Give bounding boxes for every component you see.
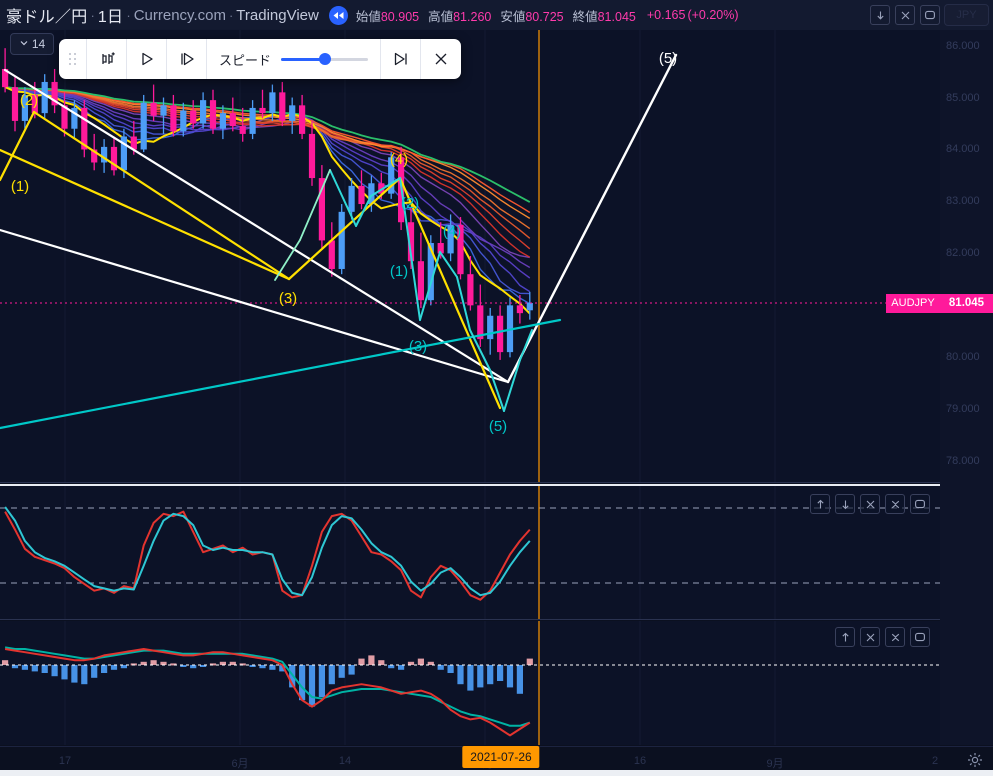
drag-grip-icon[interactable] (59, 39, 87, 79)
interval-label[interactable]: 1日 (97, 9, 124, 26)
price-axis[interactable]: 86.000 85.000 84.000 83.000 82.000 80.000 79.0… (940, 30, 993, 745)
close-button[interactable] (895, 5, 915, 25)
change-absolute: +0.165 (646, 8, 686, 22)
price-tick: 83.000 (946, 195, 980, 208)
change-percent: (+0.20%) (687, 8, 739, 22)
move-up-button[interactable] (835, 627, 855, 647)
chart-header: 豪ドル／円 · 1日 · Currency.com · TradingView … (0, 0, 993, 30)
wave-label: (4) (390, 151, 408, 168)
price-tick: 80.000 (946, 351, 980, 364)
collapse-pane-button[interactable] (885, 494, 905, 514)
bottom-strip (0, 770, 993, 776)
wave-label: (3) (279, 290, 297, 307)
move-up-button[interactable] (810, 494, 830, 514)
currency-box[interactable]: JPY (944, 4, 989, 26)
wave-label: (1) (390, 263, 408, 280)
price-tick: 84.000 (946, 143, 980, 156)
time-tick: 6月 (231, 758, 249, 770)
wave-label: (2) (20, 92, 38, 109)
ohlc-open: 始値80.905 (355, 9, 420, 24)
platform-label: TradingView (236, 6, 319, 24)
price-tick: 79.000 (946, 403, 980, 416)
price-chart-pane[interactable]: (1) (2) (3) (4) (5) (1) (2) (3) (4) (5) (0, 30, 940, 482)
bars-count-chip[interactable]: 14 (10, 33, 54, 55)
price-tick: 86.000 (946, 39, 980, 52)
bars-count-value: 14 (31, 37, 46, 51)
move-down-button[interactable] (835, 494, 855, 514)
time-tick: 17 (58, 755, 72, 767)
exchange-label: Currency.com (133, 6, 226, 24)
macd-canvas (0, 621, 940, 745)
price-tick: 78.000 (946, 455, 980, 468)
pane-divider-highlight[interactable] (0, 484, 940, 486)
wave-label: (5) (489, 418, 507, 435)
wave-label: (4) (443, 223, 461, 240)
price-chart-canvas: (1) (2) (3) (4) (5) (1) (2) (3) (4) (5) (0, 30, 940, 482)
maximize-pane-button[interactable] (910, 627, 930, 647)
chevron-down-icon (19, 37, 29, 51)
add-bar-icon[interactable] (87, 39, 127, 79)
ohlc-values: 始値80.905 高値81.260 安値80.725 終値81.045 +0.1… (356, 6, 739, 25)
close-pane-button[interactable] (860, 494, 880, 514)
maximize-pane-button[interactable] (910, 494, 930, 514)
time-tick: 2 (931, 755, 939, 767)
ohlc-close: 終値81.045 (572, 9, 636, 24)
ohlc-high: 高値81.260 (428, 9, 492, 24)
jump-to-end-icon[interactable] (381, 39, 421, 79)
stochastic-pane[interactable] (0, 486, 940, 619)
price-tick: 85.000 (946, 91, 980, 104)
wave-label: (3) (409, 338, 427, 355)
symbol-price-tag: AUDJPY (886, 293, 940, 313)
speed-label: スピード (219, 52, 272, 68)
minimize-button[interactable] (870, 5, 890, 25)
close-replay-icon[interactable] (421, 39, 461, 79)
slider-knob[interactable] (319, 53, 332, 65)
title-separator: · (90, 7, 95, 23)
replay-date-tag: 2021-07-26 (462, 746, 540, 768)
gear-icon[interactable] (967, 752, 983, 773)
macd-pane[interactable] (0, 621, 940, 745)
wave-label: (2) (401, 195, 419, 212)
wave-label: (1) (11, 178, 29, 195)
wave-label: (5) (659, 50, 677, 67)
ohlc-low: 安値80.725 (500, 9, 564, 24)
slider-fill (281, 57, 323, 61)
pane-divider[interactable] (0, 482, 940, 483)
window-controls (870, 5, 940, 25)
title-separator: · (228, 7, 234, 23)
step-forward-icon[interactable] (167, 39, 207, 79)
last-price-tag: 81.045 (940, 293, 993, 313)
symbol-title[interactable]: 豪ドル／円 (6, 9, 88, 26)
time-tick: 14 (338, 755, 352, 767)
stochastic-canvas (0, 486, 940, 619)
maximize-button[interactable] (920, 5, 940, 25)
speed-control[interactable]: スピード (207, 39, 381, 79)
macd-pane-controls (835, 627, 930, 647)
close-pane-button[interactable] (860, 627, 880, 647)
time-tick: 16 (633, 755, 647, 767)
price-tick: 82.000 (946, 247, 980, 260)
stochastic-pane-controls (810, 494, 930, 514)
time-tick: 9月 (766, 758, 784, 770)
replay-toolbar[interactable]: スピード (59, 39, 461, 79)
play-icon[interactable] (127, 39, 167, 79)
rewind-icon[interactable] (328, 5, 348, 25)
collapse-pane-button[interactable] (885, 627, 905, 647)
pane-divider[interactable] (0, 619, 940, 620)
speed-slider[interactable] (281, 52, 368, 66)
title-separator: · (126, 7, 131, 23)
